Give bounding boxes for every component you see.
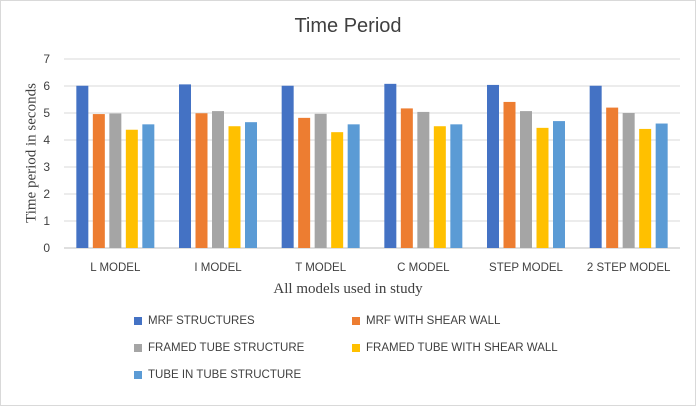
bar	[450, 124, 463, 248]
legend-item: MRF WITH SHEAR WALL	[352, 315, 500, 327]
bar	[142, 124, 155, 248]
bar	[228, 126, 241, 248]
x-tick-label: 2 STEP MODEL	[587, 262, 671, 274]
bar	[433, 126, 446, 248]
y-tick-label: 7	[43, 52, 50, 66]
bar	[622, 113, 635, 248]
bar	[125, 129, 138, 248]
bar	[639, 128, 652, 248]
x-tick-label: T MODEL	[295, 262, 347, 274]
y-tick-label: 0	[43, 241, 50, 255]
bar	[281, 85, 294, 248]
bar	[195, 113, 208, 249]
y-tick-label: 1	[43, 214, 50, 228]
x-tick-label: I MODEL	[194, 262, 242, 274]
legend-swatch	[352, 344, 360, 352]
legend-item: FRAMED TUBE STRUCTURE	[134, 342, 304, 354]
bar	[76, 85, 89, 248]
bar	[298, 117, 311, 248]
x-tick-label: L MODEL	[90, 262, 141, 274]
legend-label: MRF WITH SHEAR WALL	[366, 315, 501, 327]
bar	[606, 107, 619, 248]
bar	[384, 83, 397, 248]
bar	[536, 127, 549, 248]
legend-swatch	[352, 317, 360, 325]
legend-item: FRAMED TUBE WITH SHEAR WALL	[352, 342, 558, 354]
bar	[92, 114, 105, 248]
bar	[400, 108, 413, 248]
legend-item: TUBE IN TUBE STRUCTURE	[134, 369, 301, 381]
bar	[503, 101, 516, 249]
bar	[520, 111, 532, 248]
x-tick-label: STEP MODEL	[489, 262, 564, 274]
legend-swatch	[134, 344, 142, 352]
legend-swatch	[134, 317, 142, 325]
y-tick-label: 2	[43, 187, 50, 201]
y-tick-label: 5	[43, 106, 50, 120]
legend-item: MRF STRUCTURES	[134, 315, 255, 327]
bar	[314, 113, 327, 248]
legend-label: MRF STRUCTURES	[148, 315, 255, 327]
bar	[347, 124, 360, 248]
bar	[245, 122, 257, 248]
bar	[417, 111, 430, 248]
legend-swatch	[134, 371, 142, 379]
bar	[589, 85, 602, 248]
bar	[553, 121, 565, 248]
legend-label: FRAMED TUBE WITH SHEAR WALL	[366, 342, 558, 354]
y-tick-label: 6	[43, 79, 50, 93]
bar	[655, 123, 668, 248]
bar	[487, 84, 499, 248]
x-tick-label: C MODEL	[397, 262, 450, 274]
bar	[179, 84, 191, 248]
bar	[331, 132, 344, 248]
legend-label: TUBE IN TUBE STRUCTURE	[148, 369, 302, 381]
bar	[109, 113, 122, 248]
x-axis-label: All models used in study	[273, 281, 423, 297]
legend-label: FRAMED TUBE STRUCTURE	[148, 342, 305, 354]
y-tick-label: 3	[43, 160, 50, 174]
chart-title: Time Period	[294, 15, 402, 37]
y-tick-label: 4	[43, 133, 50, 147]
bar	[212, 111, 224, 248]
